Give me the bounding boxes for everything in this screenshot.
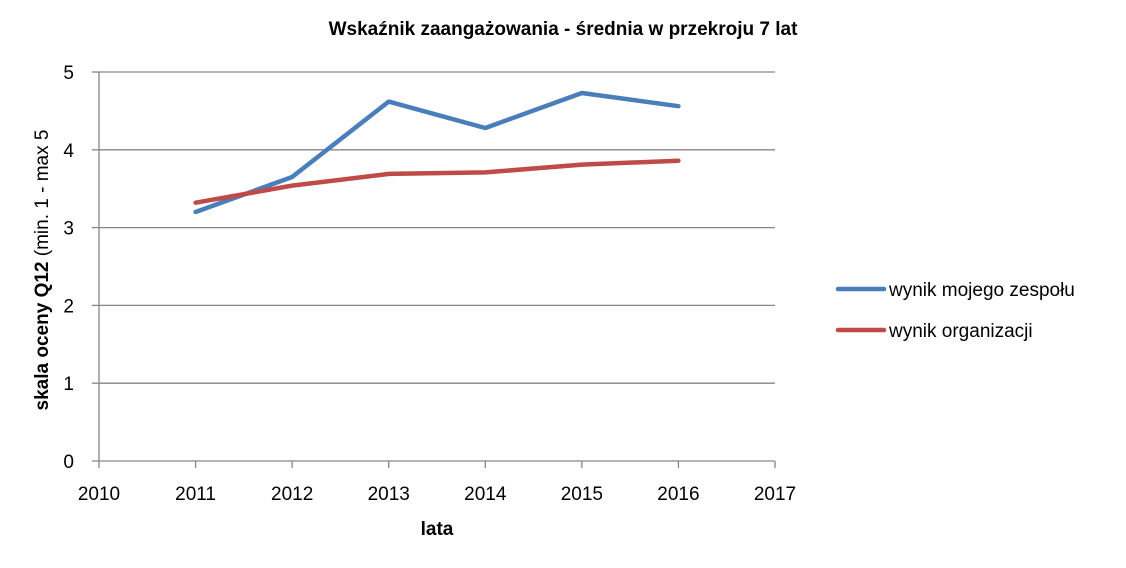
gridlines: [99, 71, 775, 384]
y-tick-label: 0: [63, 452, 74, 473]
series-line-2: [193, 158, 681, 205]
legend-label: wynik mojego zespołu: [888, 280, 1075, 301]
y-tick-label: 3: [63, 219, 74, 240]
y-axis-title-normal: (min. 1 - max 5: [32, 130, 53, 262]
x-tick-label: 2016: [657, 484, 699, 505]
y-tick-labels: 0 1 2 3 4 5: [63, 63, 74, 473]
legend-label: wynik organizacji: [888, 321, 1033, 342]
y-tick-label: 1: [63, 374, 74, 395]
x-tick-label: 2012: [271, 484, 313, 505]
series-lines: [193, 90, 681, 215]
x-tick-label: 2010: [78, 484, 120, 505]
y-tick-label: 5: [63, 63, 74, 84]
legend: wynik mojego zespołu wynik organizacji: [835, 280, 1075, 342]
y-axis-title-bold: skala oceny Q12: [32, 262, 53, 411]
x-tick-label: 2011: [175, 484, 216, 505]
x-tick-label: 2014: [464, 484, 507, 505]
x-tick-label: 2017: [754, 484, 796, 505]
y-tick-label: 2: [63, 296, 74, 317]
y-axis-title: skala oceny Q12 (min. 1 - max 5: [32, 130, 53, 411]
chart-title: Wskaźnik zaangażowania - średnia w przek…: [329, 19, 798, 40]
series-line-1: [193, 90, 681, 215]
x-tick-label: 2015: [561, 484, 603, 505]
x-tick-label: 2013: [368, 484, 410, 505]
axes: [92, 71, 776, 468]
x-axis-title: lata: [421, 519, 454, 540]
y-tick-label: 4: [63, 141, 74, 162]
x-tick-labels: 2010 2011 2012 2013 2014 2015 2016 2017: [78, 484, 796, 505]
